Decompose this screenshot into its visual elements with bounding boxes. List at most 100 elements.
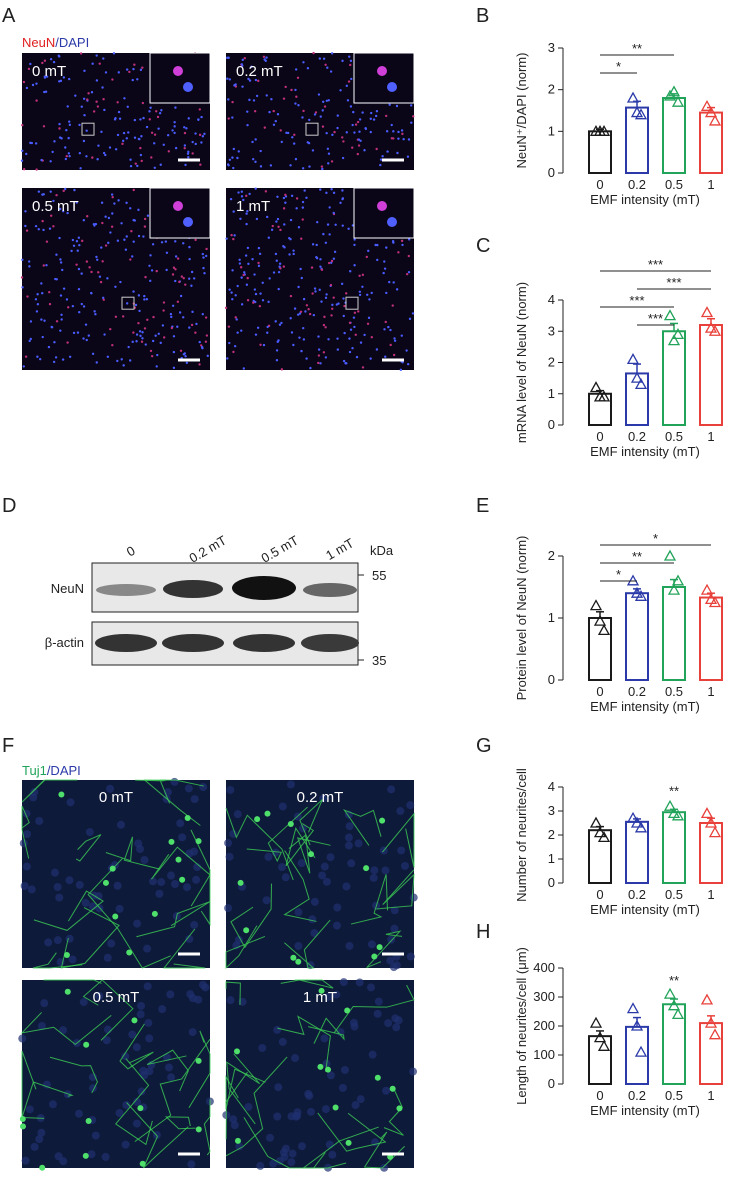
nucleus <box>288 237 291 240</box>
significance-label: * <box>616 567 621 582</box>
soma <box>64 988 71 995</box>
nucleus <box>82 97 86 100</box>
significance-label: *** <box>666 275 681 290</box>
nucleus <box>187 150 190 154</box>
nucleus <box>310 929 319 938</box>
nucleus <box>330 52 334 55</box>
nucleus <box>103 108 106 112</box>
nucleus <box>45 75 49 78</box>
nucleus <box>153 133 157 136</box>
nucleus <box>306 141 309 144</box>
neurite <box>225 925 266 970</box>
nucleus <box>59 207 62 211</box>
nucleus <box>395 288 399 291</box>
soma <box>325 1066 332 1073</box>
nucleus <box>345 131 348 134</box>
nucleus <box>231 156 234 159</box>
nucleus <box>271 224 274 228</box>
nucleus <box>322 57 326 60</box>
nucleus <box>43 319 46 322</box>
data-point <box>667 85 681 97</box>
nucleus <box>180 275 184 278</box>
nucleus <box>52 360 56 364</box>
nucleus <box>385 291 388 295</box>
neurite <box>20 1012 112 1045</box>
nucleus <box>143 294 146 298</box>
nucleus <box>289 317 292 320</box>
nucleus <box>197 118 200 122</box>
nucleus <box>144 1018 153 1027</box>
nucleus <box>103 1025 112 1034</box>
y-tick-label: 0 <box>548 417 555 432</box>
stain-label: NeuN/DAPI <box>22 35 89 50</box>
nucleus <box>19 839 28 848</box>
nucleus <box>332 921 341 930</box>
nucleus <box>250 65 253 68</box>
nucleus <box>259 343 262 346</box>
bar <box>662 586 686 681</box>
nucleus <box>330 160 334 163</box>
nucleus <box>284 85 287 89</box>
nucleus <box>288 253 291 256</box>
nucleus <box>185 127 188 130</box>
nucleus <box>246 246 250 250</box>
nucleus <box>236 331 239 334</box>
soma <box>344 1007 351 1014</box>
nucleus <box>263 126 266 129</box>
neurite <box>32 952 83 969</box>
nucleus <box>140 159 143 163</box>
inset <box>149 52 211 104</box>
neurite <box>190 829 211 927</box>
nucleus <box>115 1108 124 1117</box>
nucleus <box>240 195 244 198</box>
nucleus <box>188 245 191 249</box>
nucleus <box>78 311 81 314</box>
nucleus <box>44 90 48 93</box>
nucleus <box>348 350 352 354</box>
nucleus <box>369 117 372 120</box>
nucleus <box>231 269 234 272</box>
nucleus <box>241 85 244 88</box>
nucleus <box>53 883 62 892</box>
nucleus <box>133 118 137 122</box>
nucleus <box>92 110 96 113</box>
band <box>96 584 156 596</box>
nucleus <box>226 996 235 1005</box>
nucleus <box>21 1156 30 1165</box>
nucleus <box>258 252 262 256</box>
marker-label: 35 <box>372 653 386 668</box>
nucleus <box>64 187 67 191</box>
nucleus <box>327 261 331 265</box>
nucleus <box>145 1067 154 1076</box>
nucleus <box>307 1107 316 1116</box>
nucleus <box>351 146 354 149</box>
nucleus <box>295 207 298 210</box>
nucleus <box>295 95 298 98</box>
significance-label: *** <box>629 293 644 308</box>
nucleus <box>85 260 89 263</box>
nucleus <box>238 997 247 1006</box>
nucleus <box>104 244 108 247</box>
neurite <box>366 930 403 969</box>
nucleus <box>254 187 257 190</box>
soma <box>287 821 294 828</box>
bar <box>699 822 723 884</box>
nucleus <box>35 99 38 102</box>
band <box>301 634 359 652</box>
nucleus <box>20 276 24 279</box>
nucleus <box>140 135 143 138</box>
bar <box>662 97 686 174</box>
nucleus <box>277 287 280 291</box>
nucleus <box>85 155 88 158</box>
nucleus <box>375 109 379 113</box>
data-point <box>630 371 644 383</box>
nucleus <box>128 359 132 362</box>
nucleus <box>313 113 317 116</box>
nucleus <box>245 212 248 215</box>
nucleus <box>106 355 110 358</box>
nucleus <box>144 343 147 346</box>
nucleus <box>307 308 310 311</box>
band <box>95 634 157 652</box>
nucleus <box>227 325 231 328</box>
nucleus <box>188 257 191 261</box>
